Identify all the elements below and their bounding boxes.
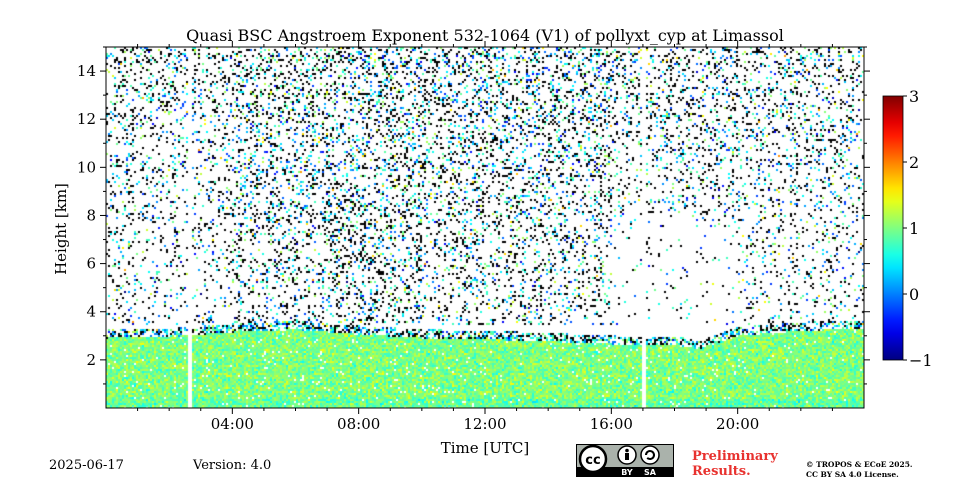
colorbar-gradient [882,95,904,361]
preliminary-line-2: Results. [692,464,751,479]
x-axis: 04:00 08:00 12:00 16:00 20:00 [137,41,833,433]
colorbar: −1 0 1 2 3 [882,87,933,370]
y-tick-label: 6 [86,255,96,273]
x-tick-label: 08:00 [337,415,380,433]
footer-date: 2025-06-17 [49,458,124,473]
y-tick-label: 12 [77,110,96,128]
y-tick-label: 10 [77,158,96,176]
heatmap-plot [106,47,864,408]
y-tick-label: 4 [86,303,96,321]
y-tick-label: 14 [77,62,96,80]
cc-sa-label: SA [644,468,657,477]
heatmap-image [106,47,864,408]
x-tick-label: 20:00 [716,415,759,433]
cc-by-sa-icon: cc BY SA [576,444,674,477]
svg-text:cc: cc [585,453,600,468]
colorbar-tick-label: 3 [909,87,919,106]
preliminary-line-1: Preliminary [692,449,778,464]
y-axis-label: Height [km] [52,183,70,275]
footer-version: Version: 4.0 [193,458,272,473]
copyright-line-1: © TROPOS & ECoE 2025. [806,460,913,469]
colorbar-tick-label: 0 [909,285,919,304]
x-tick-label: 16:00 [590,415,633,433]
colorbar-tick-label: −1 [909,351,933,370]
x-axis-label: Time [UTC] [441,439,530,457]
chart-title: Quasi BSC Angstroem Exponent 532-1064 (V… [186,26,784,45]
y-tick-label: 8 [86,206,96,224]
colorbar-tick-label: 1 [909,219,919,238]
copyright-line-2: CC BY SA 4.0 License. [806,470,899,479]
cc-by-label: BY [621,468,633,477]
colorbar-tick-label: 2 [909,153,919,172]
y-axis: 2 4 6 8 10 12 14 [77,46,870,385]
x-tick-label: 12:00 [463,415,506,433]
y-tick-label: 2 [86,351,96,369]
x-tick-label: 04:00 [211,415,254,433]
